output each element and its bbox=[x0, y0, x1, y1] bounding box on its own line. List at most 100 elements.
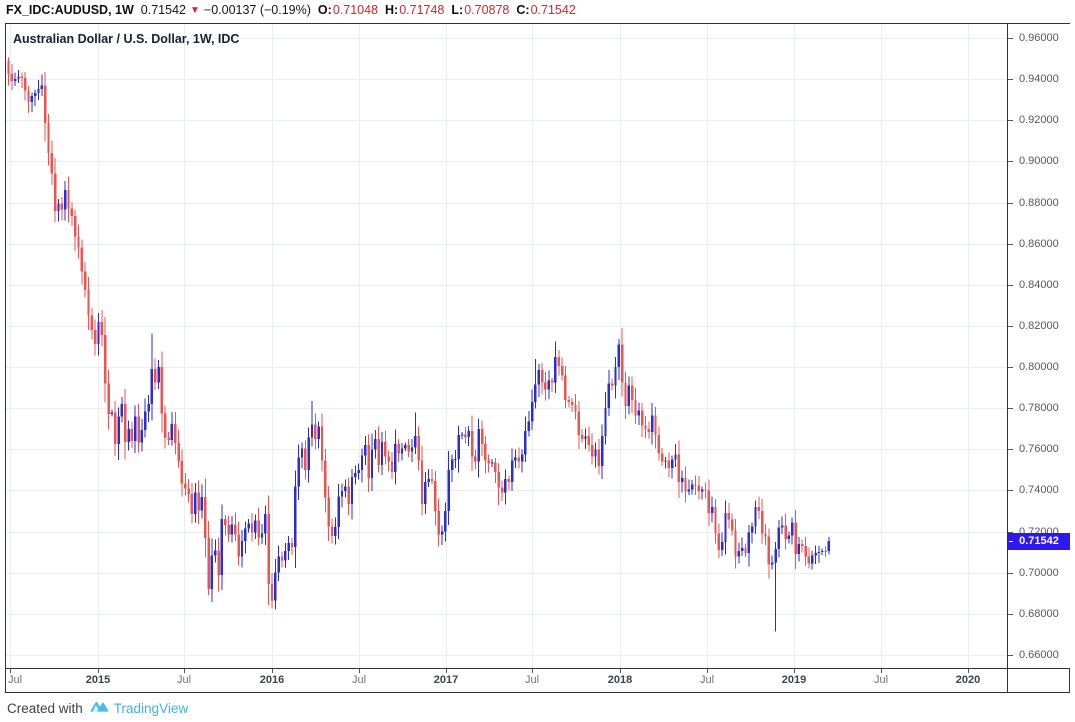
chart-title: Australian Dollar / U.S. Dollar, 1W, IDC bbox=[13, 32, 240, 46]
candle bbox=[320, 426, 324, 461]
candle bbox=[660, 453, 664, 462]
candle bbox=[404, 445, 407, 449]
candle bbox=[204, 496, 207, 538]
time-axis-label: 2015 bbox=[85, 674, 111, 686]
price-axis-label: 0.74000 bbox=[1019, 484, 1059, 496]
candle bbox=[640, 410, 644, 426]
candle bbox=[497, 471, 500, 488]
candle bbox=[287, 542, 290, 552]
candle bbox=[330, 526, 334, 537]
candle bbox=[737, 551, 741, 557]
candle bbox=[707, 490, 711, 514]
candle bbox=[217, 550, 220, 575]
candle bbox=[604, 408, 607, 436]
price-tick bbox=[1008, 449, 1013, 450]
candle bbox=[360, 455, 364, 470]
tradingview-wordmark[interactable]: TradingView bbox=[113, 700, 189, 716]
candle bbox=[334, 527, 337, 537]
candle bbox=[50, 153, 54, 174]
price-tick bbox=[1008, 408, 1013, 409]
candle bbox=[427, 479, 430, 483]
candle bbox=[670, 459, 674, 468]
time-tick bbox=[446, 669, 447, 673]
candle bbox=[40, 85, 44, 90]
tradingview-logo-icon[interactable] bbox=[90, 700, 109, 717]
time-axis-label: Jul bbox=[873, 674, 889, 686]
candle bbox=[114, 412, 117, 445]
candle bbox=[174, 424, 177, 444]
candle bbox=[344, 486, 347, 492]
candle bbox=[534, 384, 537, 403]
candle bbox=[774, 549, 777, 563]
candle bbox=[154, 369, 157, 383]
candle bbox=[84, 271, 87, 290]
candle bbox=[57, 203, 60, 212]
candle bbox=[20, 76, 24, 79]
price-tick bbox=[1008, 490, 1013, 491]
candle bbox=[764, 533, 767, 537]
price-tick bbox=[1008, 285, 1013, 286]
candle bbox=[817, 552, 821, 554]
candle bbox=[500, 487, 504, 493]
candle bbox=[13, 79, 17, 82]
candle bbox=[654, 415, 657, 435]
candle bbox=[544, 382, 547, 390]
price-axis-label: 0.86000 bbox=[1019, 238, 1059, 250]
candle bbox=[477, 428, 480, 462]
candle bbox=[504, 479, 507, 493]
candle bbox=[464, 434, 467, 437]
candle bbox=[290, 542, 294, 548]
candle bbox=[390, 461, 394, 472]
time-tick bbox=[184, 669, 185, 673]
candle bbox=[680, 478, 684, 483]
chart-plot-area[interactable]: Australian Dollar / U.S. Dollar, 1W, IDC bbox=[6, 24, 1007, 668]
candle bbox=[354, 472, 357, 478]
candlestick-canvas bbox=[6, 24, 1007, 668]
price-axis-label: 0.80000 bbox=[1019, 361, 1059, 373]
candle bbox=[527, 421, 530, 431]
candle bbox=[43, 85, 47, 124]
symbol-label[interactable]: FX_IDC:AUDUSD, 1W bbox=[6, 3, 134, 17]
candle bbox=[280, 556, 284, 561]
candle bbox=[747, 532, 751, 554]
candle bbox=[80, 247, 84, 272]
price-axis-label: 0.70000 bbox=[1019, 567, 1059, 579]
candle bbox=[751, 526, 754, 533]
candle bbox=[67, 190, 70, 209]
candle bbox=[270, 584, 274, 601]
time-tick bbox=[272, 669, 273, 673]
time-axis[interactable]: Jul 2015 Jul 2016 Jul 2017 Jul 2018 Jul 2019 Jul 20… bbox=[6, 668, 1069, 692]
candle bbox=[630, 385, 634, 400]
candle bbox=[644, 425, 647, 429]
candle bbox=[194, 492, 197, 515]
candle bbox=[314, 424, 317, 440]
candle bbox=[741, 548, 744, 552]
candle bbox=[724, 513, 727, 542]
candle bbox=[170, 424, 174, 440]
candle bbox=[450, 459, 454, 470]
candle bbox=[134, 416, 137, 442]
price-axis[interactable]: 0.71542 0.96000 0.94000 0.92000 0.90000 0.88… bbox=[1007, 24, 1070, 668]
price-axis-label: 0.68000 bbox=[1019, 608, 1059, 620]
time-tick bbox=[532, 669, 533, 673]
candle bbox=[537, 370, 540, 385]
candle bbox=[180, 460, 184, 484]
high-label: H: bbox=[385, 3, 399, 17]
candle bbox=[33, 93, 37, 96]
time-axis-label: Jul bbox=[699, 674, 715, 686]
candle bbox=[650, 415, 654, 432]
time-axis-label: 2018 bbox=[607, 674, 633, 686]
time-axis-label: 2020 bbox=[955, 674, 981, 686]
candle bbox=[377, 439, 380, 465]
price-tick bbox=[1008, 367, 1013, 368]
candle bbox=[781, 525, 784, 528]
candle bbox=[457, 434, 460, 460]
candle bbox=[244, 528, 247, 541]
close-label: C: bbox=[516, 3, 530, 17]
candle bbox=[767, 536, 771, 565]
candle bbox=[424, 482, 427, 504]
candle bbox=[614, 367, 617, 386]
candle bbox=[700, 489, 704, 492]
candle bbox=[704, 489, 707, 491]
price-axis-label: 0.66000 bbox=[1019, 649, 1059, 661]
